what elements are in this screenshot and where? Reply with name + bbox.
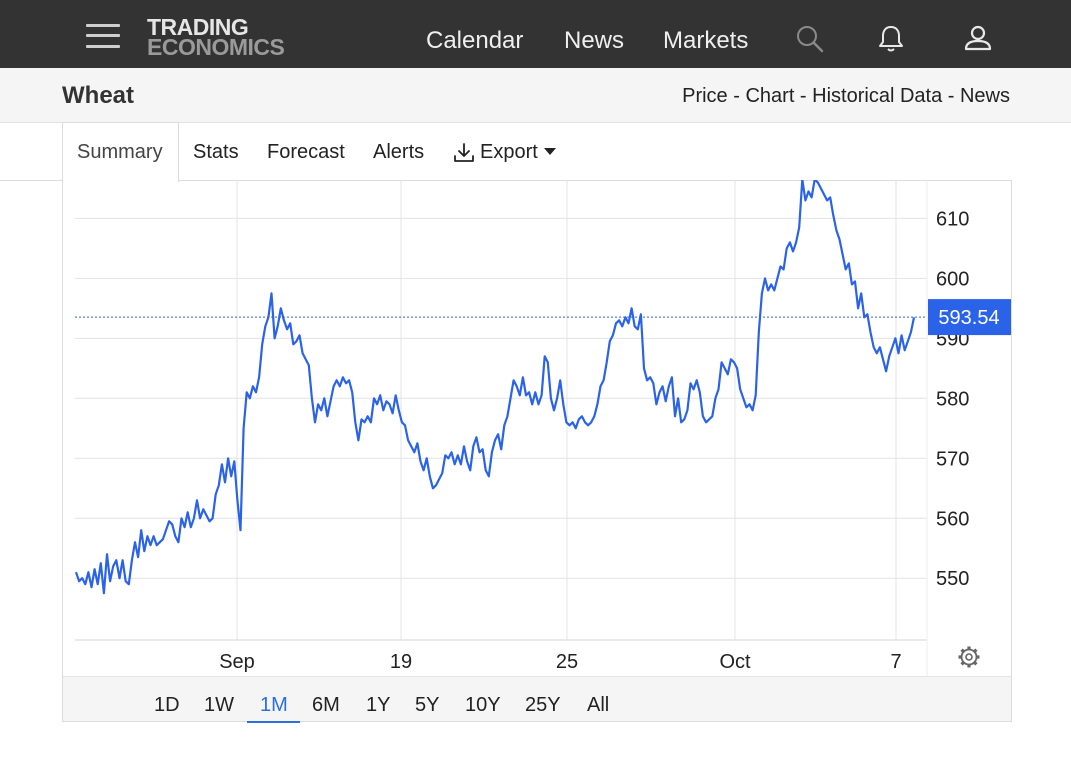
- menu-icon[interactable]: [86, 24, 120, 48]
- y-tick-label: 580: [936, 388, 969, 410]
- tab-divider: [179, 180, 1012, 181]
- gear-icon[interactable]: [958, 646, 980, 668]
- user-icon[interactable]: [963, 24, 993, 54]
- caret-down-icon[interactable]: [543, 147, 557, 157]
- tab-stats[interactable]: Stats: [193, 141, 239, 163]
- tab-divider: [0, 180, 62, 181]
- chart-panel: 550 560 570 580 590 600 610 Sep 19 25 Oct 7 593.54: [62, 180, 1012, 722]
- last-value-label: 593.54: [938, 307, 999, 329]
- y-tick-label: 610: [936, 208, 969, 230]
- breadcrumb: Price - Chart - Historical Data - News: [682, 85, 1010, 108]
- nav-link-news[interactable]: News: [564, 27, 625, 54]
- x-tick-label: Sep: [219, 651, 255, 673]
- logo-line-1: TRADING: [147, 14, 249, 40]
- download-icon[interactable]: [453, 142, 475, 164]
- range-selector: 1D 1W 1M 6M 1Y 5Y 10Y 25Y All: [63, 676, 1011, 723]
- x-tick-label: 7: [890, 651, 901, 673]
- range-1d[interactable]: 1D: [154, 694, 180, 716]
- top-nav: TRADING ECONOMICS Calendar News Markets: [0, 0, 1071, 68]
- y-tick-label: 600: [936, 268, 969, 290]
- breadcrumb-chart[interactable]: Chart: [745, 85, 795, 107]
- range-10y[interactable]: 10Y: [465, 694, 501, 716]
- x-tick-label: 25: [556, 651, 578, 673]
- tab-summary-frame: [62, 122, 179, 182]
- breadcrumb-separator: -: [942, 85, 960, 107]
- y-tick-label: 550: [936, 568, 969, 590]
- tab-forecast[interactable]: Forecast: [267, 141, 345, 163]
- range-active-indicator: [247, 721, 300, 723]
- price-series-line: [74, 180, 916, 595]
- y-tick-label: 560: [936, 508, 969, 530]
- x-tick-label: Oct: [719, 651, 751, 673]
- nav-link-calendar[interactable]: Calendar: [426, 27, 524, 54]
- breadcrumb-historical-data[interactable]: Historical Data: [812, 85, 943, 107]
- range-all[interactable]: All: [587, 694, 610, 716]
- range-1w[interactable]: 1W: [204, 694, 234, 716]
- tab-summary[interactable]: Summary: [77, 141, 163, 163]
- range-6m[interactable]: 6M: [312, 694, 340, 716]
- search-icon[interactable]: [795, 24, 825, 54]
- range-5y[interactable]: 5Y: [415, 694, 440, 716]
- tab-alerts[interactable]: Alerts: [373, 141, 425, 163]
- range-25y[interactable]: 25Y: [525, 694, 561, 716]
- breadcrumb-price[interactable]: Price: [682, 85, 728, 107]
- logo[interactable]: TRADING ECONOMICS: [147, 14, 312, 60]
- y-tick-label: 570: [936, 448, 969, 470]
- tab-export[interactable]: Export: [480, 141, 538, 163]
- breadcrumb-news[interactable]: News: [959, 85, 1010, 107]
- bell-icon[interactable]: [877, 24, 905, 54]
- range-1y[interactable]: 1Y: [366, 694, 391, 716]
- logo-line-2: ECONOMICS: [147, 34, 285, 60]
- gear-hole: [965, 653, 973, 661]
- title-bar: Wheat Price - Chart - Historical Data - …: [0, 68, 1071, 123]
- last-value-badge: [928, 299, 1011, 336]
- breadcrumb-separator: -: [794, 85, 813, 107]
- breadcrumb-separator: -: [727, 85, 746, 107]
- x-tick-label: 19: [390, 651, 412, 673]
- nav-link-markets[interactable]: Markets: [663, 27, 749, 54]
- page-title: Wheat: [62, 82, 134, 109]
- range-1m[interactable]: 1M: [260, 694, 288, 716]
